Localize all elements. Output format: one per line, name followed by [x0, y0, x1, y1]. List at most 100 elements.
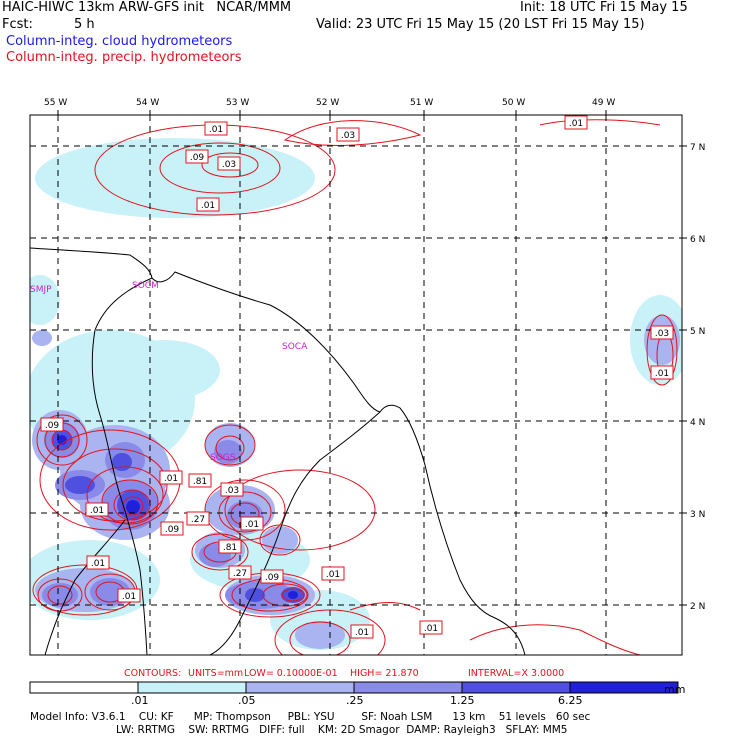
contour-label: .03	[650, 325, 674, 340]
colorbar-swatch-1	[137, 681, 247, 694]
contour-label: .27	[228, 565, 252, 580]
colorbar-tick: .25	[346, 694, 364, 707]
model-info-line1: Model Info: V3.6.1 CU: KF MP: Thompson P…	[30, 711, 591, 723]
axis-ticks	[57, 110, 687, 606]
contour-label: .81	[188, 473, 212, 488]
contour-label-text: .09	[190, 153, 205, 163]
colorbar-swatch-2	[245, 681, 355, 694]
contour-label: .09	[260, 569, 284, 584]
colorbar-unit: mm	[664, 683, 686, 696]
contour-label-text: .03	[222, 160, 236, 170]
contour-label-text: .09	[265, 573, 280, 583]
cloud-shading-light	[30, 138, 682, 650]
lat-label: 3 N	[690, 510, 705, 520]
lon-label: 51 W	[410, 98, 433, 108]
colorbar-swatch-4	[461, 681, 571, 694]
station-labels: SMJP SOCM SOCA SOGS	[30, 281, 308, 463]
contour-label: .01	[86, 555, 110, 570]
contour-label: .01	[117, 588, 141, 603]
contour-label: .01	[650, 365, 674, 380]
station-label: SMJP	[30, 285, 52, 295]
contour-label-text: .27	[191, 515, 205, 525]
contour-label: .01	[196, 197, 220, 212]
colorbar-tick: 1.25	[450, 694, 475, 707]
lat-label: 6 N	[690, 235, 705, 245]
contour-label-text: .01	[164, 474, 178, 484]
contour-label-text: .27	[233, 569, 247, 579]
contour-label-text: .81	[223, 543, 237, 553]
precip-contours	[32, 119, 678, 655]
contour-labels: .01 .03 .09 .03 .01 .01 .09 .01 .03 .01 .81 .03 .09.…	[40, 115, 674, 639]
cloud-shading-extreme	[57, 435, 298, 599]
colorbar-tick: .01	[131, 694, 149, 707]
contour-label-text: .09	[45, 421, 60, 431]
hydrometeor-fields	[30, 119, 682, 655]
contour-label-text: .03	[225, 486, 239, 496]
colorbar-tick: .05	[238, 694, 256, 707]
contour-label: .01	[564, 115, 588, 130]
lon-label: 52 W	[316, 98, 339, 108]
contour-label: .03	[336, 127, 360, 142]
contour-label-text: .01	[245, 520, 259, 530]
forecast-hour: 5 h	[74, 17, 95, 32]
latitude-labels: 7 N 6 N 5 N 4 N 3 N 2 N	[690, 143, 705, 612]
contour-label: .01	[419, 620, 443, 635]
contour-label: .81	[218, 539, 242, 554]
contour-label-text: .03	[341, 131, 355, 141]
cloud-field-label: Column-integ. cloud hydrometeors	[6, 34, 233, 49]
lon-label: 54 W	[136, 98, 159, 108]
contour-label-text: .01	[91, 559, 105, 569]
model-info-line2: LW: RRTMG SW: RRTMG DIFF: full KM: 2D Sm…	[116, 724, 568, 736]
contour-label-text: .01	[90, 506, 104, 516]
contour-label-text: .01	[326, 570, 340, 580]
contour-label: .01	[321, 566, 345, 581]
lat-label: 5 N	[690, 327, 705, 337]
contour-info: CONTOURS: UNITS=mm LOW= 0.10000E-01 HIGH…	[124, 668, 564, 679]
contour-label-text: .01	[209, 125, 223, 135]
contour-label: .09	[185, 149, 209, 164]
precip-field-label: Column-integ. precip. hydrometeors	[6, 50, 242, 65]
contours-low: LOW= 0.10000E-01	[244, 668, 338, 679]
lat-label: 2 N	[690, 602, 705, 612]
longitude-labels: 55 W 54 W 53 W 52 W 51 W 50 W 49 W	[44, 98, 615, 108]
contour-label: .01	[204, 121, 228, 136]
colorbar	[29, 681, 679, 694]
lon-label: 53 W	[226, 98, 249, 108]
lat-label: 7 N	[690, 143, 705, 153]
colorbar-swatch-0	[29, 681, 139, 694]
contours-units: UNITS=mm	[188, 668, 243, 679]
lon-label: 49 W	[592, 98, 615, 108]
contour-label-text: .09	[165, 525, 180, 535]
contour-label-text: .01	[655, 369, 669, 379]
colorbar-swatch-5	[569, 681, 679, 694]
contours-label: CONTOURS:	[124, 668, 181, 679]
contour-label: .01	[240, 516, 264, 531]
contour-label: .01	[85, 502, 109, 517]
contour-label-text: .03	[655, 329, 669, 339]
station-label: SOCA	[282, 342, 308, 352]
contour-label: .01	[159, 470, 183, 485]
contours-interval: INTERVAL=X 3.0000	[468, 668, 564, 679]
init-time: Init: 18 UTC Fri 15 May 15	[520, 0, 688, 15]
contour-label: .09	[40, 417, 64, 432]
contour-label-text: .01	[201, 201, 215, 211]
station-label: SOCM	[132, 281, 159, 291]
lat-lon-grid	[30, 115, 682, 655]
forecast-label: Fcst:	[2, 17, 33, 32]
lat-label: 4 N	[690, 418, 705, 428]
contour-label: .03	[220, 482, 244, 497]
colorbar-tick: 6.25	[558, 694, 583, 707]
contour-label: .27	[186, 511, 210, 526]
valid-time: Valid: 23 UTC Fri 15 May 15 (20 LST Fri …	[316, 17, 645, 32]
contours-high: HIGH= 21.870	[350, 668, 419, 679]
station-label: SOGS	[210, 453, 236, 463]
contour-label: .03	[217, 156, 241, 171]
contour-label-text: .01	[569, 119, 583, 129]
lon-label: 55 W	[44, 98, 67, 108]
contour-label: .01	[350, 624, 374, 639]
contour-label: .09	[160, 521, 184, 536]
colorbar-swatch-3	[353, 681, 463, 694]
contour-label-text: .81	[193, 477, 207, 487]
contour-label-text: .01	[424, 624, 438, 634]
